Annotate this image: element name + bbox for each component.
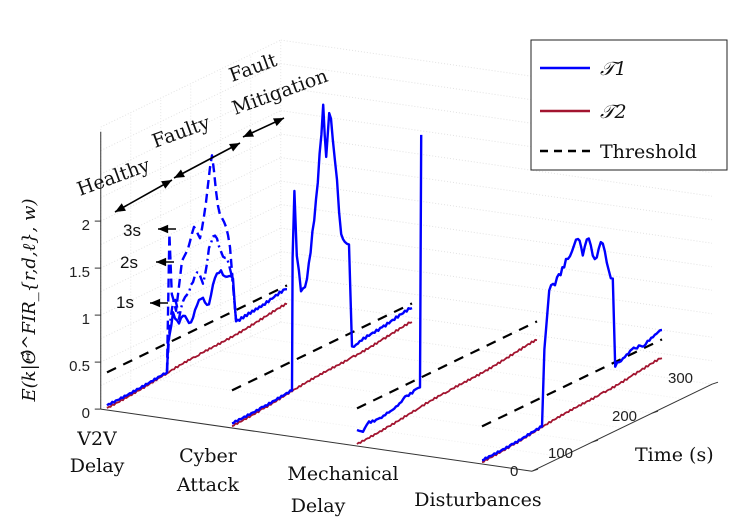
grid-line — [280, 180, 713, 244]
annotation-2s: 2s — [120, 253, 138, 272]
time-tick: 300 — [668, 370, 693, 387]
grid-line — [280, 157, 713, 221]
grid-line — [190, 365, 623, 429]
series-t1-line — [165, 154, 238, 372]
category-label: Cyber — [179, 445, 238, 467]
3s-arrow-head — [158, 224, 169, 234]
healthy-arrow-head — [115, 203, 126, 212]
legend-label-threshold: Threshold — [600, 141, 697, 163]
time-tick-mark — [591, 439, 599, 443]
grid-line — [100, 86, 281, 175]
grid-line — [100, 133, 281, 222]
time-tick-mark — [651, 410, 659, 414]
grid-line — [280, 274, 713, 338]
threshold-line — [106, 284, 288, 374]
category-label: Mechanical — [287, 463, 398, 485]
threshold-line — [356, 320, 538, 410]
grid-line — [100, 298, 281, 387]
grid-line — [280, 251, 713, 315]
time-tick: 200 — [612, 408, 637, 425]
annotation-faulty: Faulty — [149, 111, 213, 152]
z-tick: 1.5 — [69, 264, 90, 281]
grid-line — [280, 298, 713, 362]
grid-line — [100, 110, 281, 199]
z-tick: 0.5 — [69, 358, 90, 375]
threshold-line — [231, 302, 413, 392]
grid-line — [130, 394, 563, 458]
annotation-1s: 1s — [116, 293, 134, 312]
annotation-fault: Fault — [226, 49, 280, 87]
category-axis — [100, 408, 533, 472]
grid-line — [250, 336, 683, 400]
1s-arrow-head — [150, 298, 161, 308]
grid-line — [280, 133, 713, 197]
series-t1-line — [356, 134, 423, 433]
faulty-arrow-head — [229, 143, 240, 152]
series-t1-line — [231, 103, 413, 425]
series-t1-line — [481, 237, 663, 462]
legend: 𝒯1 𝒯2 Threshold — [530, 39, 728, 171]
grid-line — [280, 204, 713, 268]
series-t1-line — [106, 269, 288, 407]
grid-line — [100, 157, 281, 246]
faulty-arrow — [173, 142, 241, 179]
category-label: Disturbances — [414, 489, 541, 511]
2s-arrow-head — [156, 257, 167, 267]
time-tick-mark — [531, 468, 539, 472]
time-tick-mark — [711, 381, 719, 385]
legend-label-t1: 𝒯1 — [600, 58, 627, 80]
z-tick: 0 — [82, 405, 90, 422]
category-label: V2V — [76, 428, 117, 450]
z-tick: 2 — [82, 217, 90, 234]
threshold-line — [481, 338, 663, 428]
series-t2-line — [356, 338, 538, 445]
faulty-arrow-head — [174, 169, 185, 178]
mitigation-arrow-head — [243, 128, 254, 137]
category-label: Attack — [176, 474, 240, 496]
grid-line — [100, 274, 281, 363]
grid-line — [100, 251, 281, 340]
annotation-3s: 3s — [123, 221, 141, 240]
series-t2-line — [231, 321, 413, 427]
z-tick: 1 — [82, 311, 90, 328]
mitigation-arrow-head — [273, 118, 284, 127]
healthy-arrow-head — [161, 180, 172, 189]
time-tick: 0 — [510, 463, 518, 480]
legend-label-t2: 𝒯2 — [600, 101, 627, 123]
time-axis — [531, 383, 713, 472]
healthy-arrow — [114, 179, 173, 213]
time-tick: 100 — [548, 445, 573, 462]
annotation-healthy: Healthy — [74, 154, 153, 201]
category-label: Delay — [291, 495, 346, 517]
y-axis-label: E(k|Θ̂^FIR_{r,d,ℓ}, w) — [19, 199, 40, 403]
grid-line — [280, 227, 713, 291]
grid-line — [100, 39, 281, 128]
x-axis-label: Time (s) — [635, 444, 714, 466]
category-label: Delay — [70, 455, 125, 477]
series-t1-line — [165, 234, 238, 372]
